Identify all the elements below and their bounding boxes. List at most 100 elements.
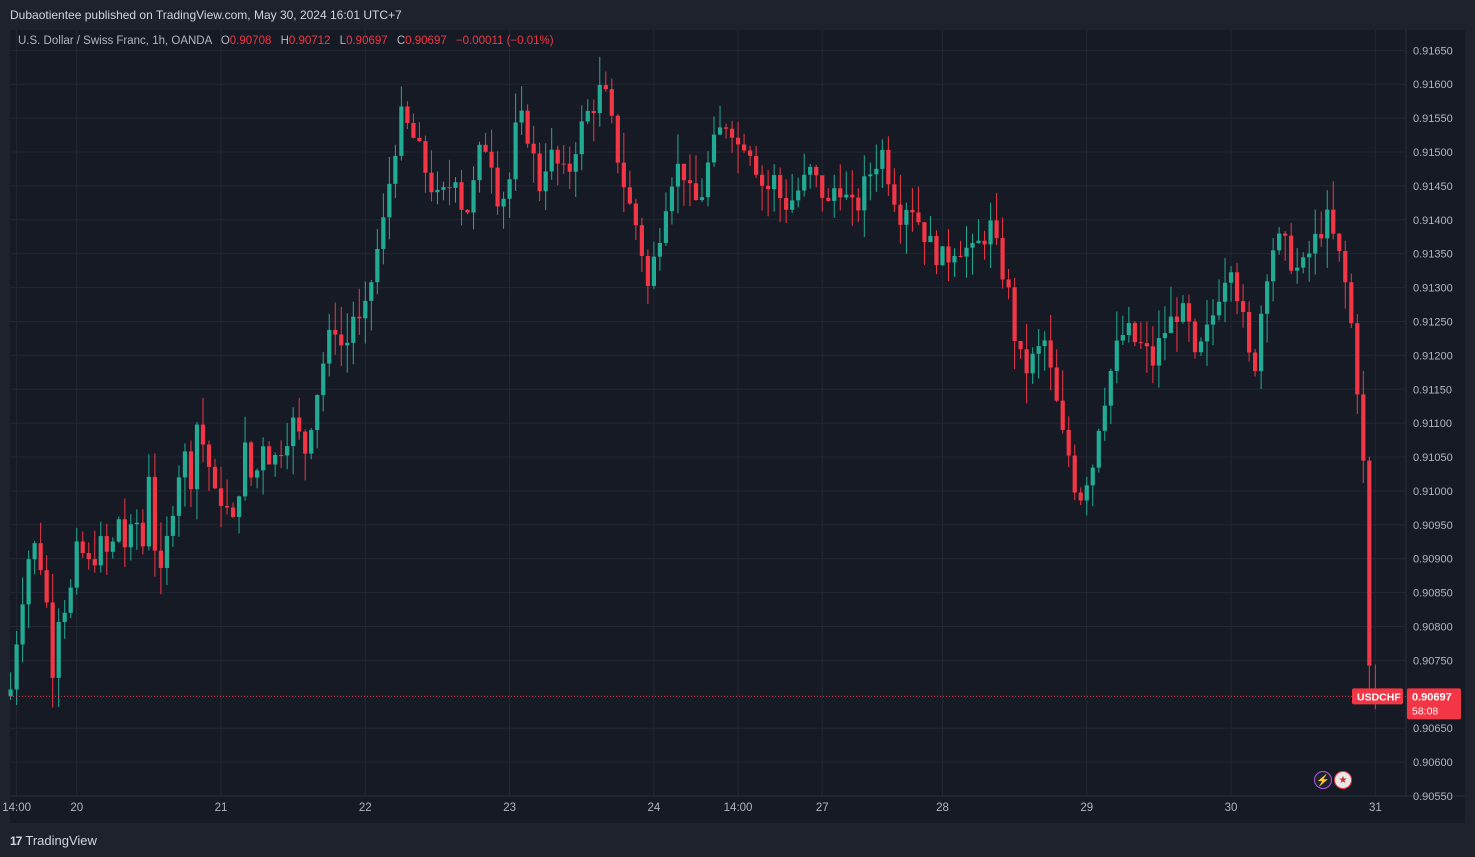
candle-body[interactable] (483, 144, 488, 152)
candle-body[interactable] (1283, 233, 1288, 236)
candle-body[interactable] (645, 255, 650, 286)
candle-body[interactable] (735, 137, 741, 145)
candle-body[interactable] (621, 162, 626, 188)
candle-body[interactable] (561, 163, 566, 165)
candle-body[interactable] (946, 246, 951, 263)
candle-body[interactable] (1054, 367, 1059, 401)
candle-body[interactable] (1156, 338, 1162, 366)
candle-body[interactable] (711, 134, 717, 163)
candle-body[interactable] (675, 163, 681, 187)
candle-body[interactable] (152, 476, 157, 551)
candle-body[interactable] (585, 110, 590, 122)
lightning-icon[interactable]: ⚡ (1314, 771, 1332, 789)
candle-body[interactable] (1204, 324, 1210, 342)
candle-body[interactable] (952, 255, 957, 263)
candle-body[interactable] (856, 197, 861, 211)
candle-body[interactable] (435, 189, 440, 193)
candle-body[interactable] (753, 155, 759, 175)
us-flag-icon[interactable]: ★ (1334, 771, 1352, 789)
candle-body[interactable] (1289, 235, 1294, 271)
candle-body[interactable] (1367, 460, 1372, 666)
candle-body[interactable] (1078, 492, 1083, 501)
candle-body[interactable] (1259, 313, 1264, 372)
candle-body[interactable] (399, 106, 404, 156)
candle-body[interactable] (146, 476, 151, 547)
candle-body[interactable] (633, 203, 638, 226)
candle-body[interactable] (1150, 346, 1155, 366)
candle-body[interactable] (573, 154, 578, 172)
candle-body[interactable] (188, 451, 194, 490)
candle-body[interactable] (1246, 311, 1252, 353)
candle-body[interactable] (687, 180, 693, 184)
candle-body[interactable] (20, 604, 25, 645)
candle-body[interactable] (639, 225, 644, 256)
candle-body[interactable] (1210, 315, 1216, 325)
candle-body[interactable] (303, 431, 308, 454)
candle-body[interactable] (98, 536, 103, 566)
candle-body[interactable] (766, 185, 771, 190)
candle-body[interactable] (1018, 340, 1023, 350)
candle-body[interactable] (1319, 233, 1324, 239)
candle-body[interactable] (808, 166, 813, 175)
candle-body[interactable] (543, 171, 548, 192)
candle-body[interactable] (1192, 321, 1198, 353)
candle-body[interactable] (194, 424, 200, 490)
candle-body[interactable] (832, 188, 837, 201)
candle-body[interactable] (501, 198, 506, 207)
candle-body[interactable] (525, 110, 530, 144)
candle-body[interactable] (68, 587, 73, 613)
candle-body[interactable] (44, 570, 49, 603)
candle-body[interactable] (279, 455, 284, 457)
candle-body[interactable] (134, 522, 139, 525)
candle-body[interactable] (375, 249, 380, 283)
candle-body[interactable] (62, 612, 67, 622)
candle-body[interactable] (1307, 253, 1312, 258)
candle-body[interactable] (627, 187, 632, 204)
candle-body[interactable] (1036, 346, 1041, 354)
candle-body[interactable] (1222, 282, 1228, 302)
candle-body[interactable] (922, 222, 927, 243)
candle-body[interactable] (291, 417, 296, 447)
candle-body[interactable] (1295, 267, 1300, 271)
candle-body[interactable] (339, 334, 344, 346)
candle-body[interactable] (1024, 349, 1029, 374)
candle-body[interactable] (321, 363, 326, 396)
candle-body[interactable] (128, 524, 133, 548)
candle-body[interactable] (513, 122, 518, 180)
candle-body[interactable] (982, 240, 987, 245)
candle-body[interactable] (1337, 233, 1342, 252)
candle-body[interactable] (1198, 341, 1204, 353)
candle-body[interactable] (1108, 370, 1113, 406)
candle-body[interactable] (826, 197, 831, 201)
candle-body[interactable] (453, 182, 458, 188)
candle-body[interactable] (994, 220, 999, 239)
candles[interactable] (8, 56, 1378, 710)
candle-body[interactable] (429, 172, 434, 193)
candle-body[interactable] (1349, 282, 1354, 324)
candle-body[interactable] (934, 235, 939, 266)
candle-body[interactable] (1265, 281, 1270, 314)
candle-body[interactable] (603, 84, 608, 90)
candle-body[interactable] (1234, 272, 1240, 302)
candle-body[interactable] (868, 174, 873, 177)
candle-body[interactable] (591, 110, 596, 114)
candle-body[interactable] (1102, 405, 1107, 431)
candle-body[interactable] (681, 163, 687, 181)
candle-body[interactable] (110, 541, 115, 552)
candle-body[interactable] (549, 149, 554, 172)
candle-body[interactable] (1144, 343, 1149, 347)
candle-body[interactable] (790, 200, 795, 210)
candle-body[interactable] (928, 235, 933, 243)
candle-body[interactable] (1042, 340, 1047, 347)
candle-body[interactable] (579, 121, 584, 155)
candle-body[interactable] (104, 536, 109, 552)
candle-body[interactable] (495, 167, 500, 207)
candle-body[interactable] (1271, 250, 1276, 282)
candle-body[interactable] (92, 559, 97, 566)
candle-body[interactable] (267, 446, 272, 465)
candle-body[interactable] (14, 644, 19, 690)
candle-body[interactable] (1072, 455, 1077, 493)
candle-body[interactable] (459, 182, 464, 210)
candle-body[interactable] (297, 417, 302, 432)
candle-body[interactable] (874, 168, 879, 175)
